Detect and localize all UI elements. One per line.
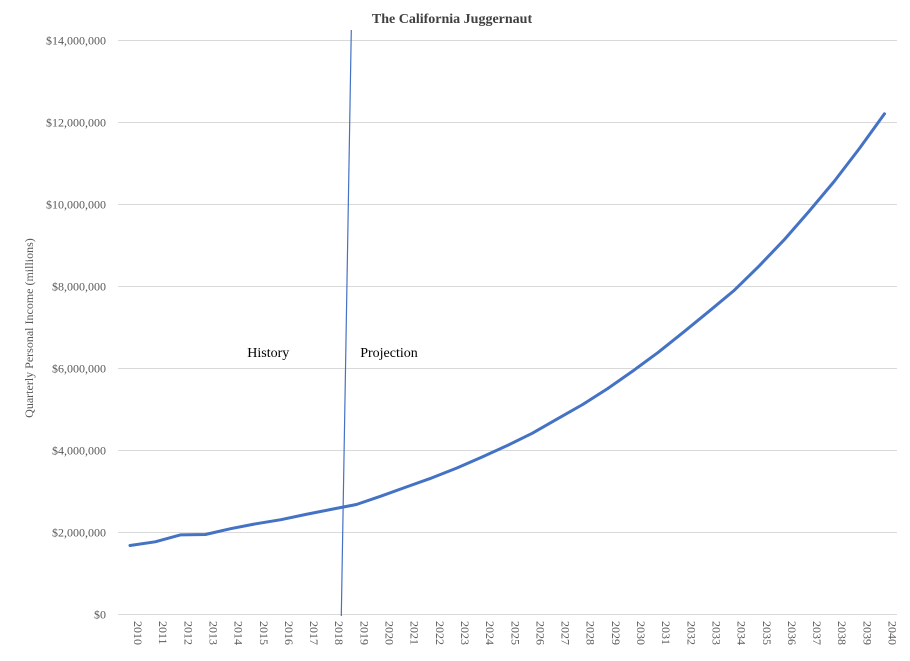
data-point (430, 476, 433, 480)
y-tick-label: $0 (94, 608, 106, 622)
x-tick-label: 2021 (408, 621, 422, 645)
x-tick-label: 2040 (886, 621, 900, 645)
x-tick-label: 2034 (735, 621, 749, 645)
data-point (858, 147, 861, 150)
data-point (254, 522, 257, 525)
x-tick-labels: 2010 2011 2012 2013 2014 2015 2016 2017 2018 2019… (131, 621, 900, 645)
x-tick-label: 2015 (257, 621, 271, 645)
x-tick-label: 2022 (433, 621, 447, 645)
chart-title: The California Juggernaut (372, 12, 533, 27)
data-point (531, 432, 534, 435)
y-tick-label: $6,000,000 (52, 362, 106, 376)
history-projection-divider (340, 29, 352, 617)
x-tick-label: 2032 (684, 621, 698, 645)
x-tick-label: 2012 (181, 621, 195, 645)
y-tick-label: $14,000,000 (46, 34, 106, 48)
x-tick-label: 2031 (659, 621, 673, 645)
x-tick-label: 2025 (508, 621, 522, 645)
y-axis-label: Quarterly Personal Income (millions) (22, 238, 36, 418)
y-tick-label: $2,000,000 (52, 526, 106, 540)
x-tick-label: 2023 (458, 621, 472, 645)
x-tick-label: 2029 (609, 621, 623, 645)
x-tick-label: 2010 (131, 621, 145, 645)
data-point (581, 403, 584, 406)
x-tick-label: 2027 (559, 621, 573, 645)
data-point (279, 518, 283, 521)
x-tick-label: 2026 (533, 621, 547, 645)
x-tick-label: 2037 (810, 621, 824, 645)
x-tick-label: 2030 (634, 621, 648, 645)
data-point (405, 485, 408, 489)
y-tick-label: $4,000,000 (52, 444, 106, 458)
data-point (656, 351, 660, 354)
data-point (883, 112, 886, 116)
series-layer (128, 112, 886, 547)
x-tick-label: 2020 (383, 621, 397, 645)
data-point (807, 210, 811, 213)
x-tick-label: 2039 (860, 621, 874, 645)
data-point (154, 540, 157, 543)
x-tick-label: 2019 (357, 621, 371, 645)
data-point (782, 238, 786, 242)
data-point (455, 466, 459, 470)
data-point (732, 289, 735, 293)
x-tick-label: 2017 (307, 621, 321, 645)
data-point (304, 513, 308, 516)
data-point (757, 265, 760, 268)
data-point (606, 387, 609, 390)
data-point (682, 331, 685, 334)
data-point (480, 455, 484, 459)
data-point (707, 310, 710, 313)
data-point (229, 527, 232, 530)
x-tick-label: 2011 (156, 621, 170, 645)
annotation-projection: Projection (360, 346, 418, 361)
annotation-layer: History Projection (247, 346, 417, 361)
x-tick-label: 2014 (232, 621, 246, 645)
data-point (556, 417, 559, 420)
y-tick-label: $12,000,000 (46, 116, 106, 130)
data-point (380, 494, 383, 498)
data-point (330, 508, 333, 511)
data-point (179, 533, 182, 537)
x-tick-label: 2033 (709, 621, 723, 645)
x-tick-label: 2024 (483, 621, 497, 645)
x-tick-label: 2036 (785, 621, 799, 645)
y-tick-labels: $0 $2,000,000 $4,000,000 $6,000,000 $8,000,0… (46, 34, 106, 622)
divider-layer (340, 29, 352, 617)
x-tick-label: 2028 (584, 621, 598, 645)
data-point (631, 369, 635, 373)
x-tick-label: 2035 (760, 621, 774, 645)
series-line (128, 112, 886, 547)
x-tick-label: 2013 (206, 621, 220, 645)
y-tick-label: $8,000,000 (52, 280, 106, 294)
grid-layer (118, 40, 897, 615)
data-point (128, 544, 132, 547)
data-point (355, 503, 358, 506)
x-tick-label: 2018 (332, 621, 346, 645)
data-point (506, 444, 509, 447)
data-point (204, 533, 207, 536)
data-point (833, 180, 836, 183)
x-tick-label: 2038 (835, 621, 849, 645)
annotation-history: History (247, 346, 289, 361)
y-tick-label: $10,000,000 (46, 198, 106, 212)
x-tick-label: 2016 (282, 621, 296, 645)
